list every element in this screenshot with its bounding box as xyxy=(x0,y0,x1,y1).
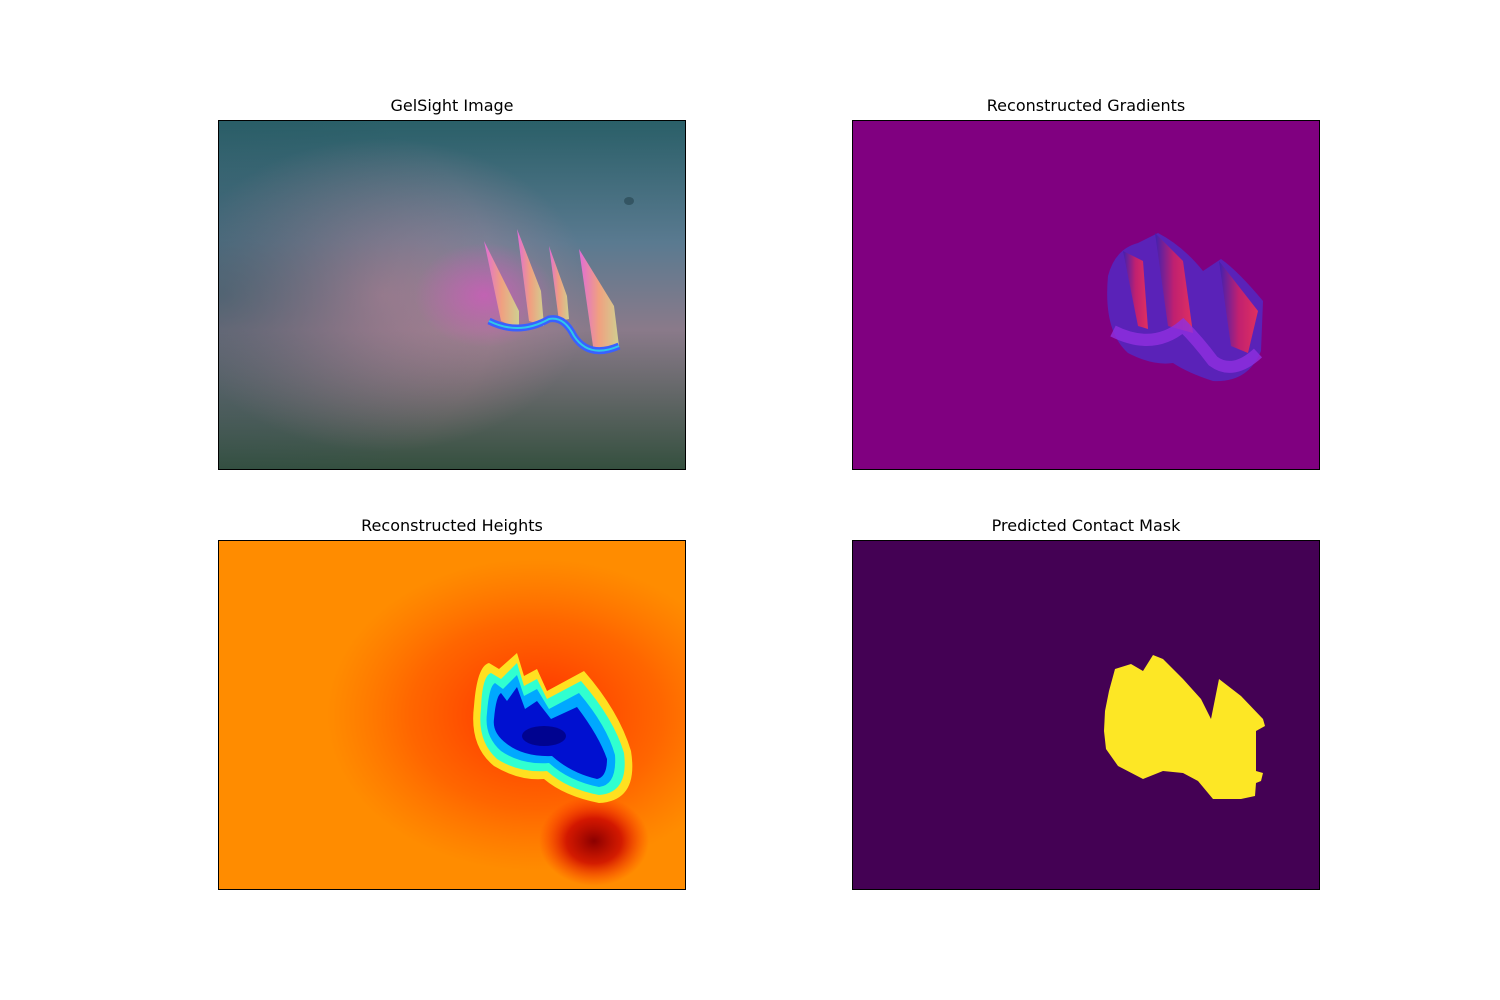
heights-image xyxy=(219,541,685,889)
gelsight-image-panel xyxy=(218,120,686,470)
heights-title: Reconstructed Heights xyxy=(361,516,543,535)
gelsight-image xyxy=(219,121,685,469)
gelsight-image-title: GelSight Image xyxy=(390,96,514,115)
gradients-panel xyxy=(852,120,1320,470)
contact-mask-title: Predicted Contact Mask xyxy=(991,516,1181,535)
gradients-title: Reconstructed Gradients xyxy=(986,96,1186,115)
contact-mask-panel xyxy=(852,540,1320,890)
heights-panel xyxy=(218,540,686,890)
contact-mask-image xyxy=(853,541,1319,889)
gradients-image xyxy=(853,121,1319,469)
